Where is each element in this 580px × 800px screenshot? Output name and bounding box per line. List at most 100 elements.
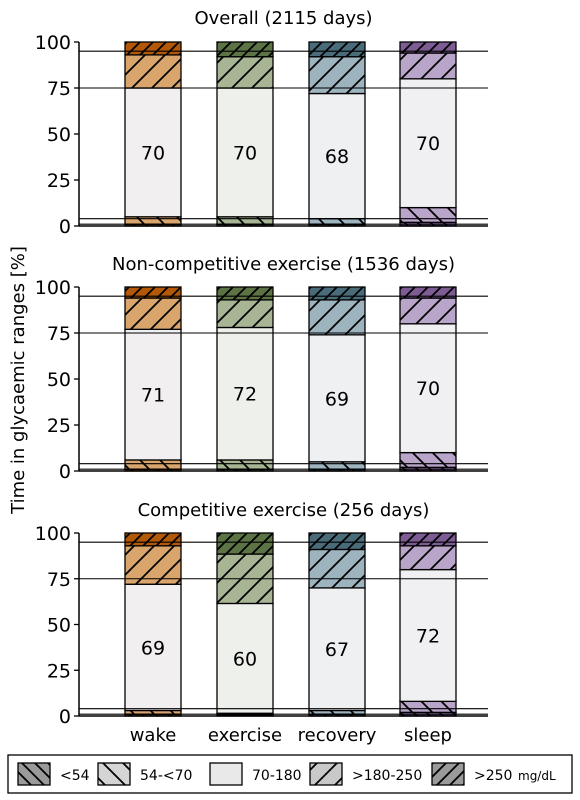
panel-2: Non-competitive exercise (1536 days) 71 72… [35,254,488,483]
legend-label: 54-<70 [140,768,192,784]
bar-segment-exercise-2 [216,326,274,461]
bar-segment-exercise-2 [216,87,274,218]
bar-segment-wake-2 [124,87,182,218]
bar-segment-wake-3 [124,545,182,585]
bar-segment-sleep-2 [399,568,457,703]
legend-item-0: <54 [17,762,90,786]
legend-label: 70-180 [252,768,302,784]
bar-segment-sleep-4 [399,286,457,299]
legend-label: >180-250 [352,768,422,784]
bar-segment-exercise-1 [216,216,274,225]
bar-segment-sleep-2 [399,78,457,209]
legend-swatch [97,762,131,786]
data-label-wake: 69 [141,637,165,659]
data-label-recovery: 69 [325,388,349,410]
data-label-sleep: 70 [416,133,440,155]
panel-3: Competitive exercise (256 days) 69 60 67 72 0… [35,500,488,746]
bar-segment-exercise-4 [216,286,274,301]
data-label-exercise: 72 [233,384,257,406]
data-label-sleep: 70 [416,378,440,400]
bar-segment-exercise-2 [216,602,274,714]
data-label-wake: 70 [141,142,165,164]
y-tick-label: 0 [59,461,71,483]
bar-segment-exercise-3 [216,56,274,89]
x-tick-label-wake: wake [130,725,177,746]
bar-exercise [216,532,274,717]
bar-segment-recovery-2 [308,334,366,463]
legend-item-2: 70-180 [209,762,302,786]
y-tick-label: 100 [35,32,71,54]
bar-segment-exercise-1 [216,459,274,470]
data-label-exercise: 70 [233,142,257,164]
data-label-sleep: 72 [416,625,440,647]
legend-unit: mg/dL [518,769,556,783]
bar-wake [124,41,182,227]
legend-label: >250 [474,768,512,784]
y-tick-label: 50 [47,124,71,146]
y-tick-label: 0 [59,216,71,238]
data-label-recovery: 68 [325,146,349,168]
bar-segment-recovery-3 [308,548,366,589]
bar-segment-exercise-4 [216,41,274,58]
bar-exercise [216,286,274,472]
legend-swatch [431,762,465,786]
legend-label: <54 [60,768,90,784]
bar-segment-wake-3 [124,297,182,330]
bar-segment-recovery-2 [308,587,366,712]
y-tick-label: 25 [47,170,71,192]
y-tick-label: 50 [47,615,71,637]
bar-wake [124,532,182,717]
legend-swatch [209,762,243,786]
bar-segment-sleep-3 [399,545,457,571]
bar-recovery [308,286,366,472]
data-label-exercise: 60 [233,648,257,670]
y-tick-label: 75 [47,569,71,591]
bar-segment-sleep-2 [399,323,457,454]
bar-segment-recovery-4 [308,532,366,551]
bar-segment-recovery-1 [308,217,366,225]
y-tick-label: 75 [47,78,71,100]
bar-segment-recovery-3 [308,299,366,336]
bar-segment-exercise-3 [216,299,274,329]
panel-title: Overall (2115 days) [194,8,372,29]
bar-segment-sleep-1 [399,451,457,468]
bar-wake [124,286,182,472]
y-tick-label: 100 [35,277,71,299]
bar-segment-recovery-4 [308,286,366,301]
y-tick-label: 0 [59,706,71,728]
y-tick-label: 75 [47,323,71,345]
bar-segment-wake-4 [124,286,182,299]
bar-segment-sleep-1 [399,700,457,713]
panel-1: Overall (2115 days) 70 70 68 70 0 25 50 75 100 [35,8,488,238]
y-tick-label: 25 [47,660,71,682]
legend-swatch [17,762,51,786]
x-tick-label-sleep: sleep [404,725,452,746]
bar-segment-wake-2 [124,328,182,461]
y-tick-label: 25 [47,415,71,437]
bar-segment-sleep-1 [399,206,457,223]
legend-item-3: >180-250 [309,762,422,786]
panel-title: Non-competitive exercise (1536 days) [112,254,455,275]
bar-segment-wake-2 [124,583,182,712]
y-axis-label: Time in glycaemic ranges [%] [8,246,29,515]
bar-segment-exercise-4 [216,532,274,555]
panels: Overall (2115 days)70 70 68700255075100Non… [35,8,488,746]
bar-exercise [216,41,274,227]
y-tick-label: 50 [47,369,71,391]
bar-recovery [308,41,366,227]
bar-segment-wake-1 [124,216,182,225]
bar-segment-recovery-1 [308,461,366,470]
bar-segment-recovery-4 [308,41,366,58]
bar-segment-wake-3 [124,54,182,89]
bar-segment-wake-1 [124,459,182,470]
x-tick-label-exercise: exercise [208,725,282,746]
legend: <54 54-<70 70-180 >180-250 >250 mg/dL [7,754,573,794]
y-tick-label: 100 [35,523,71,545]
x-tick-label-recovery: recovery [298,725,377,746]
bar-segment-sleep-3 [399,297,457,325]
panel-title: Competitive exercise (256 days) [138,500,430,521]
legend-item-4: >250 [431,762,512,786]
data-label-recovery: 67 [325,639,349,661]
bar-segment-sleep-4 [399,41,457,54]
